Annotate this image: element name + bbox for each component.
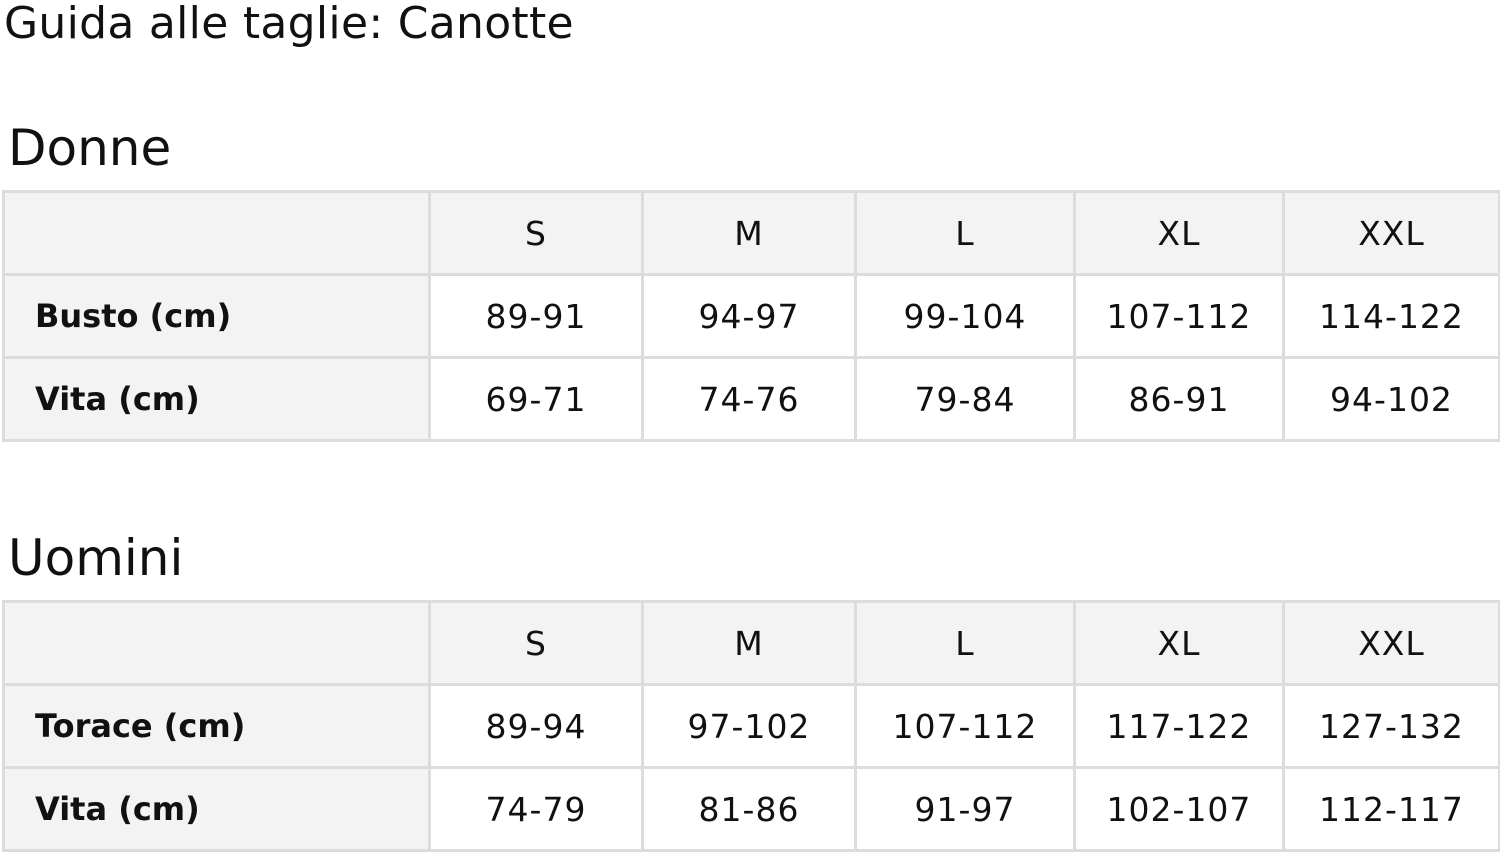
row-label: Torace (cm) — [2, 683, 431, 769]
women-heading: Donne — [8, 119, 172, 177]
size-header: XXL — [1282, 190, 1500, 276]
table-row: Vita (cm) 74-79 81-86 91-97 102-107 112-117 — [2, 766, 1500, 852]
row-label: Busto (cm) — [2, 273, 431, 359]
header-row: S M L XL XXL — [2, 190, 1500, 276]
measurement-cell: 74-76 — [641, 356, 857, 442]
page-title: Guida alle taglie: Canotte — [4, 0, 574, 49]
measurement-cell: 86-91 — [1073, 356, 1285, 442]
women-size-table: S M L XL XXL Busto (cm) 89-91 94-97 99-104 107-11… — [2, 190, 1500, 442]
measurement-cell: 94-97 — [641, 273, 857, 359]
measurement-cell: 89-94 — [428, 683, 644, 769]
measurement-cell: 74-79 — [428, 766, 644, 852]
measurement-cell: 97-102 — [641, 683, 857, 769]
measurement-cell: 81-86 — [641, 766, 857, 852]
size-header: XXL — [1282, 600, 1500, 686]
size-header: XL — [1073, 190, 1285, 276]
measurement-cell: 69-71 — [428, 356, 644, 442]
men-size-table: S M L XL XXL Torace (cm) 89-94 97-102 107-112 117… — [2, 600, 1500, 852]
size-header: L — [854, 600, 1076, 686]
size-header: M — [641, 190, 857, 276]
measurement-cell: 91-97 — [854, 766, 1076, 852]
measurement-cell: 99-104 — [854, 273, 1076, 359]
corner-cell — [2, 600, 431, 686]
size-header: S — [428, 600, 644, 686]
table-row: Busto (cm) 89-91 94-97 99-104 107-112 114-122 — [2, 273, 1500, 359]
table-row: Torace (cm) 89-94 97-102 107-112 117-122 127-… — [2, 683, 1500, 769]
measurement-cell: 127-132 — [1282, 683, 1500, 769]
size-header: M — [641, 600, 857, 686]
header-row: S M L XL XXL — [2, 600, 1500, 686]
measurement-cell: 94-102 — [1282, 356, 1500, 442]
measurement-cell: 89-91 — [428, 273, 644, 359]
measurement-cell: 114-122 — [1282, 273, 1500, 359]
measurement-cell: 112-117 — [1282, 766, 1500, 852]
corner-cell — [2, 190, 431, 276]
measurement-cell: 117-122 — [1073, 683, 1285, 769]
men-heading: Uomini — [8, 529, 184, 587]
size-header: L — [854, 190, 1076, 276]
table-row: Vita (cm) 69-71 74-76 79-84 86-91 94-102 — [2, 356, 1500, 442]
size-header: S — [428, 190, 644, 276]
row-label: Vita (cm) — [2, 766, 431, 852]
measurement-cell: 102-107 — [1073, 766, 1285, 852]
size-header: XL — [1073, 600, 1285, 686]
row-label: Vita (cm) — [2, 356, 431, 442]
measurement-cell: 79-84 — [854, 356, 1076, 442]
measurement-cell: 107-112 — [854, 683, 1076, 769]
measurement-cell: 107-112 — [1073, 273, 1285, 359]
